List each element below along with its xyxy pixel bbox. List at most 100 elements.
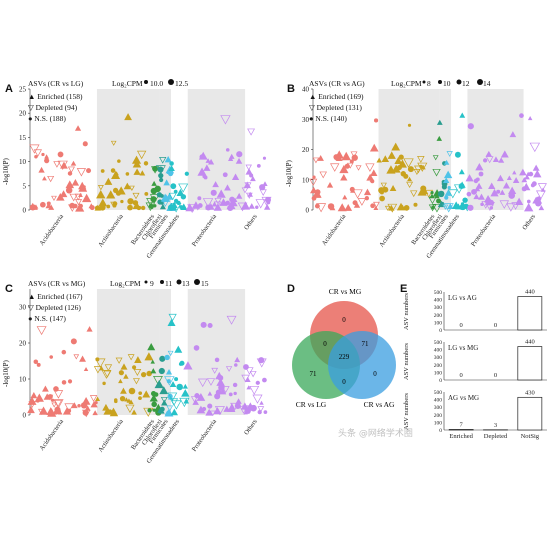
ns-point [69, 202, 76, 209]
depleted-point [365, 163, 375, 172]
enriched-point [502, 182, 510, 189]
ns-point [396, 165, 402, 171]
cpm-size-dot [438, 80, 442, 84]
bar-value-label: 7 [460, 421, 464, 428]
ns-point [159, 406, 165, 412]
depleted-point [69, 193, 78, 202]
enriched-point [150, 359, 155, 364]
depleted-point [446, 151, 453, 157]
panel-letter-c: C [5, 283, 13, 295]
ns-point [441, 184, 447, 190]
depleted-point [115, 357, 123, 364]
ns-point [374, 118, 379, 123]
depleted-point [53, 399, 64, 409]
enriched-point [429, 193, 435, 199]
depleted-point [406, 181, 414, 189]
enriched-point [46, 407, 56, 416]
bar-y-tick-label: 100 [434, 320, 443, 326]
panel-title-c: ASVs (CR vs MG) [28, 279, 86, 288]
depleted-point [249, 371, 257, 378]
cpm-value-b-4: 14 [483, 79, 491, 88]
depleted-point [74, 193, 83, 201]
enriched-point [164, 156, 172, 163]
ns-point [159, 193, 164, 198]
ns-point [55, 408, 61, 415]
ns-point [70, 338, 77, 345]
depleted-point [133, 368, 142, 376]
depleted-point [432, 155, 439, 161]
depleted-point [245, 164, 252, 171]
enriched-point [205, 409, 212, 416]
bar-y-tick-label: 200 [434, 413, 443, 419]
enriched-point [506, 175, 512, 180]
enriched-point [216, 378, 225, 386]
legend-depleted-b: ▽ Depleted (131) [309, 103, 362, 112]
ns-point [99, 204, 106, 211]
bar-row-title: LG vs AG [448, 294, 477, 302]
enriched-point [128, 399, 134, 405]
depleted-point [73, 354, 80, 360]
enriched-point [488, 182, 496, 190]
venn-value-lg-only: 71 [310, 370, 318, 378]
shade-band [159, 289, 172, 415]
enriched-point [336, 155, 343, 162]
depleted-point [190, 396, 199, 403]
enriched-point [243, 181, 251, 189]
enriched-point [71, 179, 80, 186]
enriched-point [246, 385, 251, 390]
depleted-point [153, 376, 163, 385]
enriched-point [160, 193, 170, 202]
panel-letter-e: E [400, 283, 408, 295]
venn-label-mg: CR vs MG [329, 287, 362, 296]
ns-point [153, 392, 159, 397]
enriched-point [159, 203, 166, 210]
cpm-value-c-2: 11 [165, 279, 173, 288]
enriched-point [376, 157, 382, 163]
enriched-point [62, 407, 72, 415]
y-tick-label: 25 [19, 86, 27, 94]
depleted-point [168, 192, 177, 201]
depleted-point [249, 385, 260, 395]
ns-point [420, 185, 427, 192]
legend-enriched-b: ▲ Enriched (169) [309, 92, 364, 101]
y-tick-label: 40 [302, 86, 310, 94]
cpm-label-b: Log₂CPM [391, 79, 422, 88]
enriched-point [407, 176, 413, 182]
depleted-point [252, 394, 263, 404]
enriched-point [386, 165, 396, 174]
depleted-point [347, 162, 354, 169]
cpm-size-dot [176, 279, 182, 285]
depleted-point [178, 183, 189, 193]
enriched-point [176, 188, 185, 197]
ns-point [119, 395, 126, 402]
enriched-point [118, 378, 123, 384]
ns-point [82, 141, 88, 147]
enriched-point [42, 385, 49, 392]
ns-point [100, 169, 105, 173]
venn-label-lg: CR vs LG [296, 400, 327, 409]
enriched-point [447, 203, 454, 209]
depleted-point [373, 201, 380, 208]
y-tick-label: 10 [19, 158, 27, 166]
bar-y-tick-label: 500 [434, 390, 443, 396]
enriched-point [131, 155, 142, 164]
depleted-point [387, 203, 398, 213]
ns-point [140, 371, 147, 378]
depleted-point [197, 378, 208, 388]
ns-point [454, 151, 461, 158]
bar-value-label: 3 [494, 422, 497, 429]
enriched-point [512, 177, 520, 183]
enriched-point [527, 116, 533, 121]
enriched-point [71, 402, 78, 409]
depleted-point [350, 151, 358, 158]
ns-point [380, 190, 384, 195]
cpm-size-dot [144, 80, 148, 84]
bar-y-tick-label: 100 [434, 420, 443, 426]
depleted-point [432, 168, 441, 177]
enriched-point [213, 406, 222, 415]
enriched-point [532, 164, 540, 171]
depleted-point [104, 364, 113, 372]
legend-enriched-c: ▲ Enriched (167) [28, 292, 83, 301]
